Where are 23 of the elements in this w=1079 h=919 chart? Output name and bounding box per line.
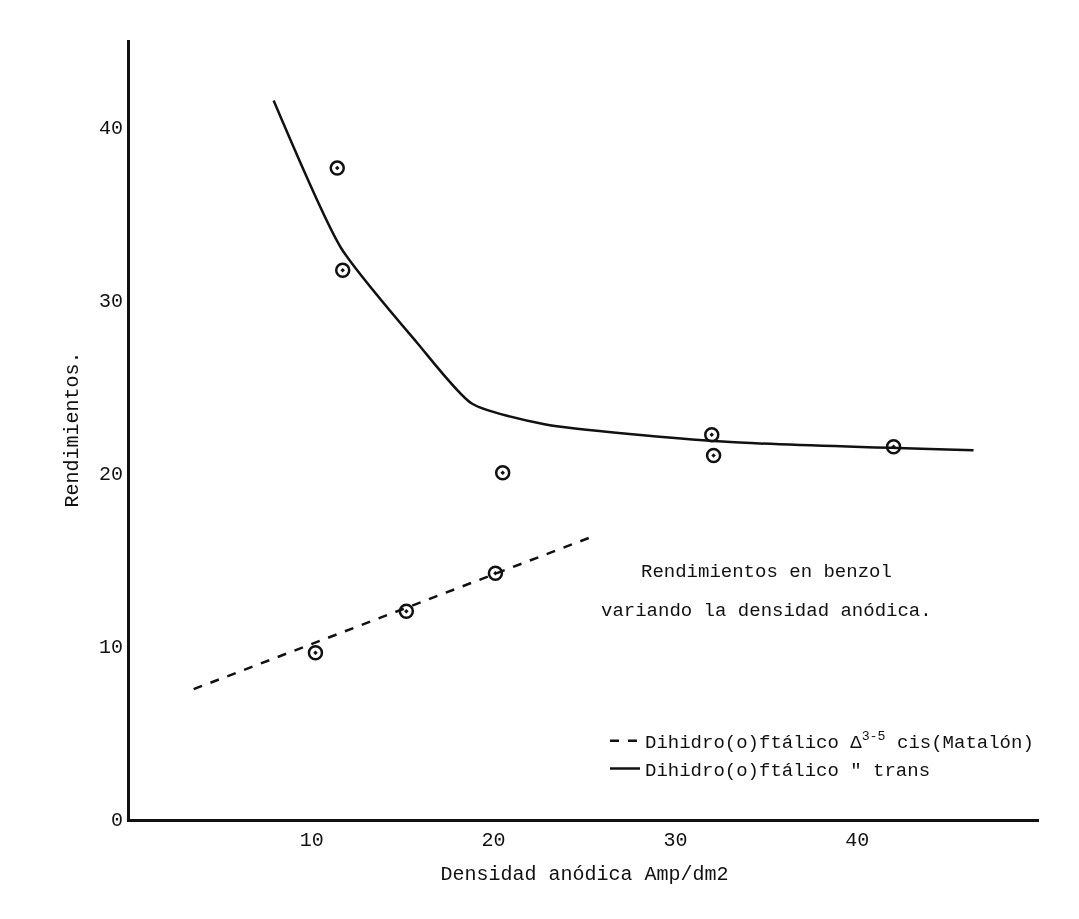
y-tick-label: 20 [98, 462, 123, 486]
legend-label: Dihidro(o)ftálico " trans [645, 759, 931, 782]
y-axis-title: Rendimientos. [61, 351, 85, 508]
y-tick-label: 40 [98, 116, 123, 140]
x-tick-label: 20 [481, 829, 506, 852]
x-tick-label: 10 [299, 829, 324, 852]
point [487, 565, 504, 581]
annotation: Rendimientos en benzol [641, 561, 892, 583]
legend-label: Dihidro(o)ftálico Δ$^{3-5}$ cis(Matalón) [645, 729, 1034, 755]
point [334, 262, 351, 278]
x-axis-title: Densidad anódica Amp/dm2 [440, 862, 729, 886]
x-tick-label: 30 [663, 829, 688, 852]
point [494, 465, 511, 481]
line-series [272, 99, 975, 452]
point [398, 603, 415, 620]
point [705, 447, 722, 464]
annotation: variando la densidad anódica. [601, 600, 932, 622]
y-tick-label: 0 [110, 809, 123, 832]
y-tick-label: 30 [98, 289, 123, 313]
point [329, 160, 345, 176]
y-tick-label: 10 [98, 635, 123, 659]
point [307, 645, 324, 661]
x-tick-label: 40 [845, 829, 870, 852]
